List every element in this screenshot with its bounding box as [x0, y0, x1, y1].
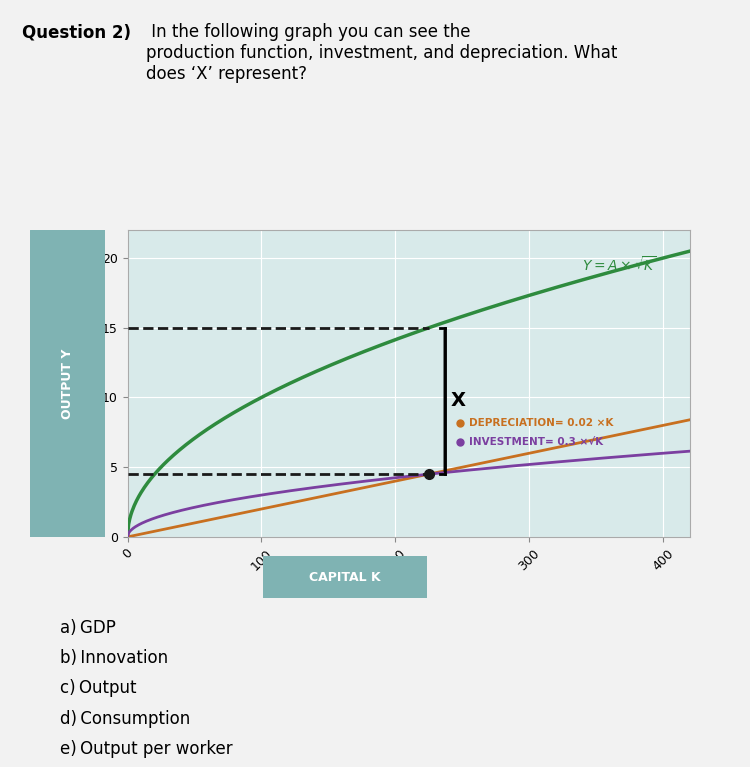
Text: CAPITAL K: CAPITAL K: [309, 571, 381, 584]
Text: OUTPUT Y: OUTPUT Y: [61, 348, 74, 419]
Text: DEPRECIATION= 0.02 ×K: DEPRECIATION= 0.02 ×K: [469, 417, 614, 427]
Text: INVESTMENT= 0.3 ×√K: INVESTMENT= 0.3 ×√K: [469, 437, 603, 447]
Text: d) Consumption: d) Consumption: [60, 709, 190, 728]
Text: a) GDP: a) GDP: [60, 618, 116, 637]
Text: b) Innovation: b) Innovation: [60, 649, 168, 667]
Text: In the following graph you can see the
production function, investment, and depr: In the following graph you can see the p…: [146, 23, 618, 83]
Text: Question 2): Question 2): [22, 23, 131, 41]
Text: $Y = A \times\sqrt{K}$: $Y = A \times\sqrt{K}$: [582, 255, 656, 274]
Text: X: X: [450, 391, 465, 410]
Text: c) Output: c) Output: [60, 680, 136, 697]
Text: e) Output per worker: e) Output per worker: [60, 740, 232, 758]
